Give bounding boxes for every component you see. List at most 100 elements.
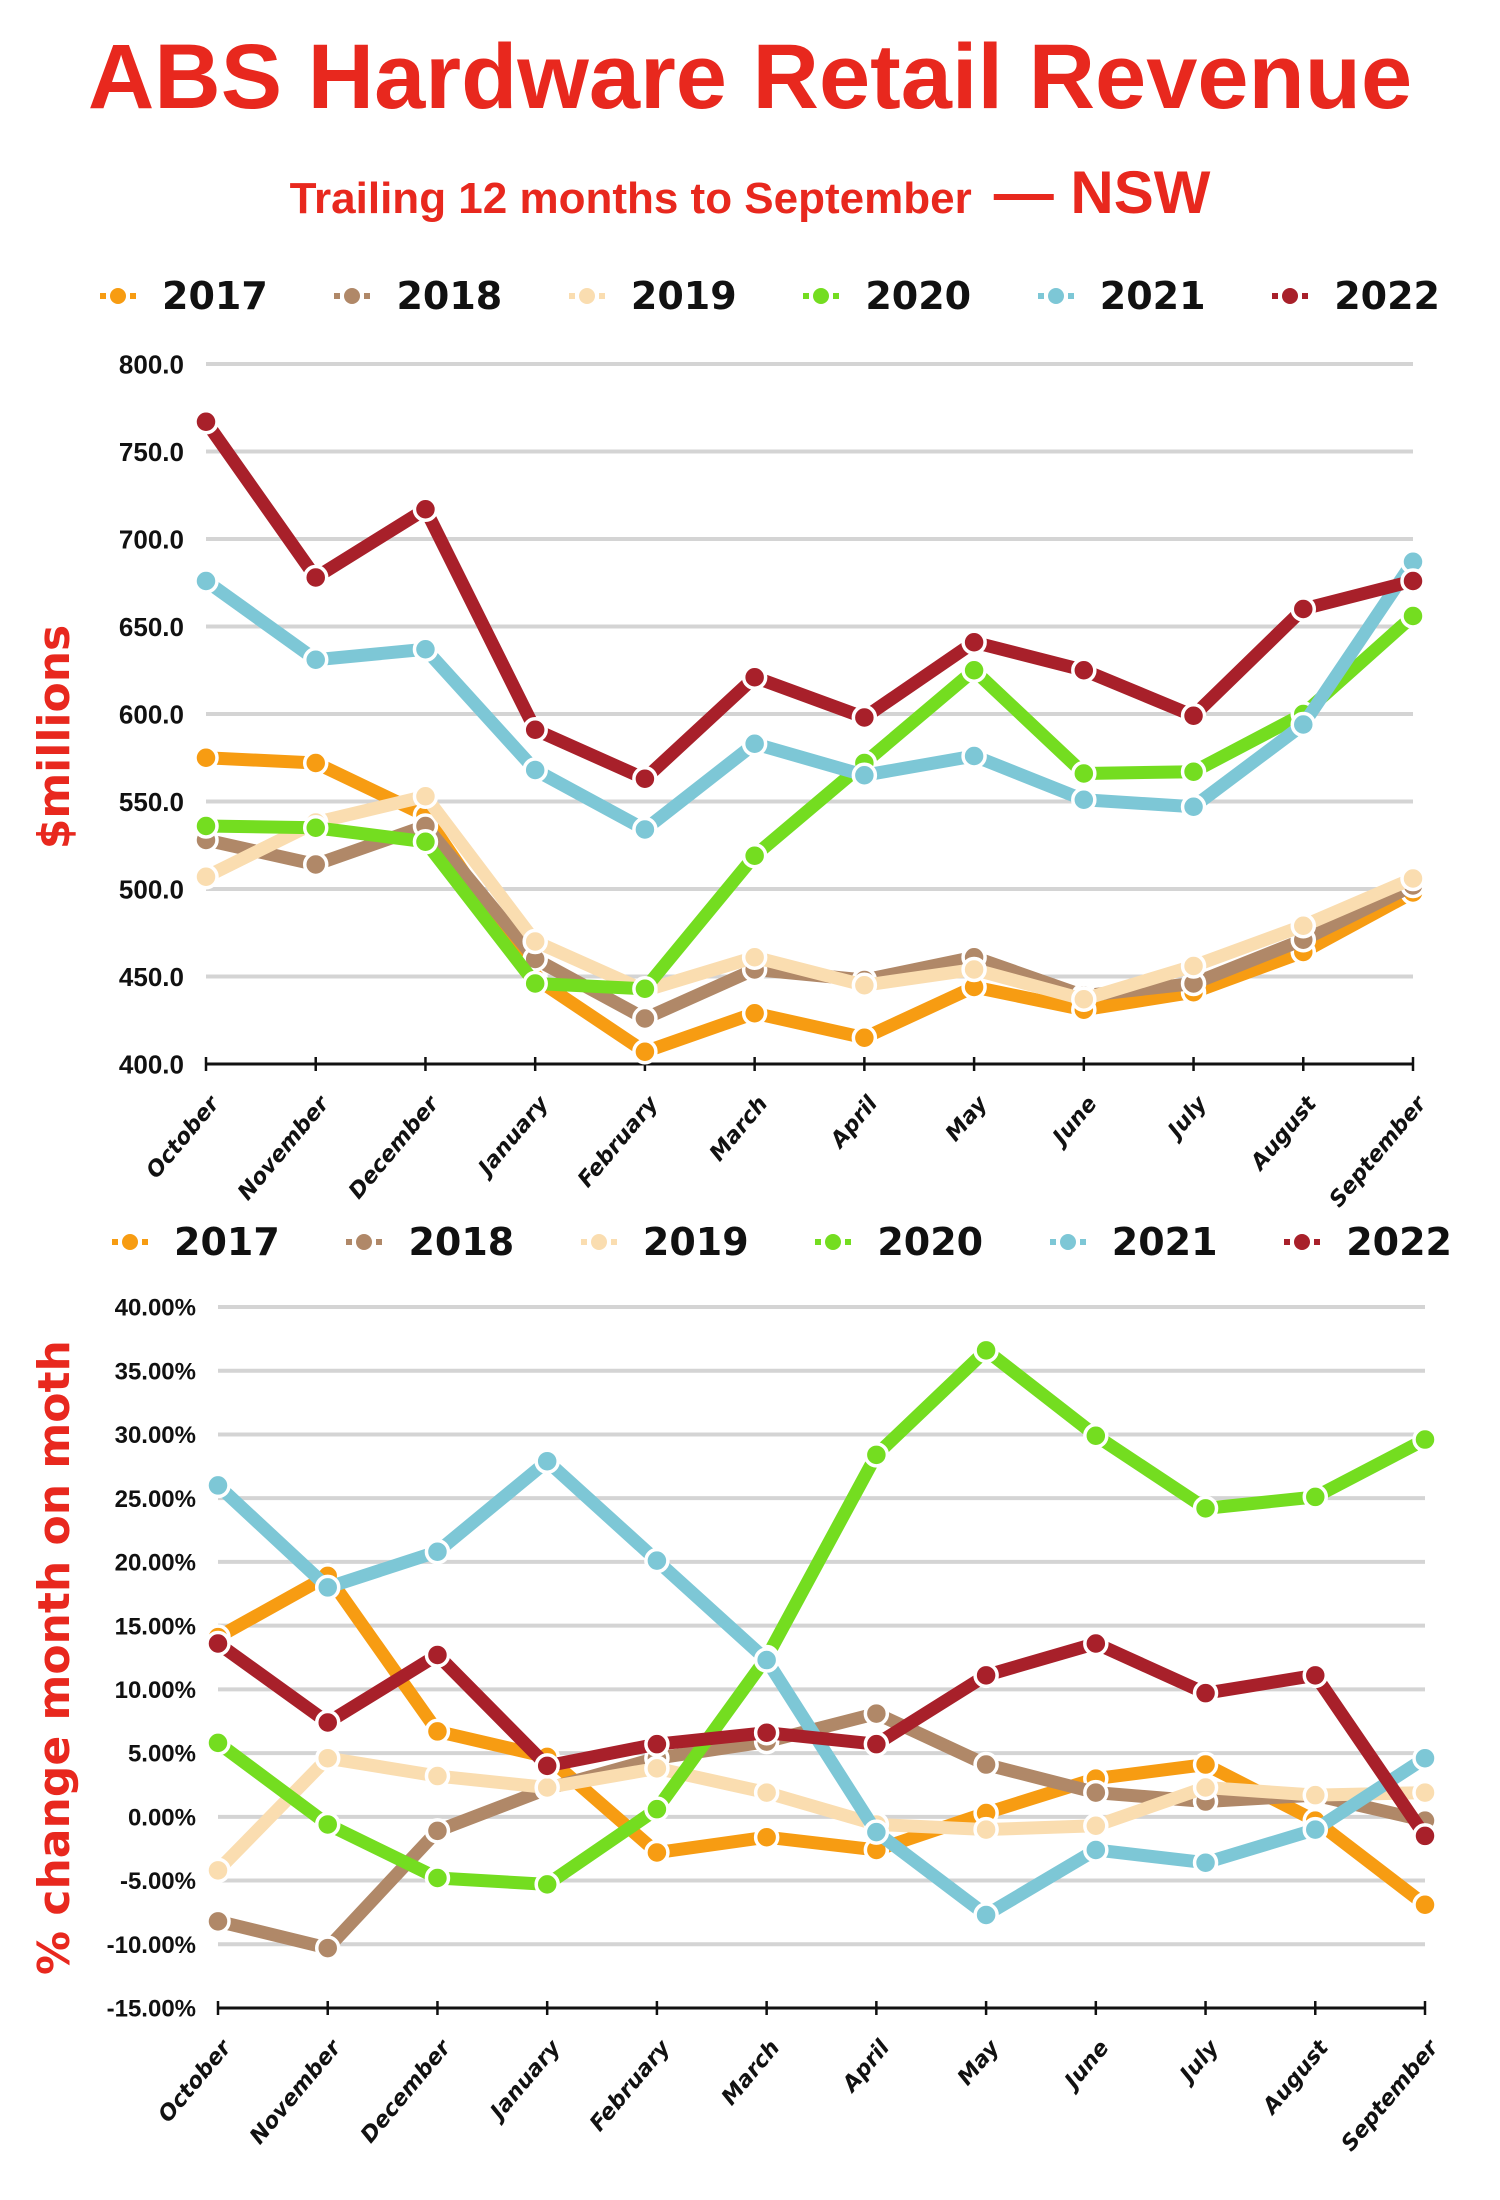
data-point-2022	[1302, 1662, 1329, 1689]
series-line-2019	[199, 789, 1420, 1006]
x-tick-label: September	[1325, 1091, 1433, 1212]
data-point-2021	[1412, 1745, 1438, 1771]
data-point-2019	[193, 864, 219, 890]
data-point-2022	[205, 1630, 231, 1657]
data-point-2018	[205, 1908, 231, 1935]
series-2021	[193, 549, 1426, 843]
legend-label: 2021	[1099, 274, 1206, 318]
legend-marker-icon	[334, 286, 371, 306]
legend-label: 2022	[1334, 274, 1440, 318]
legend-marker-icon	[1049, 1232, 1086, 1252]
data-point-2021	[314, 1574, 341, 1601]
data-point-2022	[753, 1719, 780, 1746]
data-point-2020	[205, 1730, 231, 1756]
data-point-2017	[753, 1824, 780, 1850]
x-tick-label: July	[1161, 1091, 1213, 1146]
data-point-2022	[1083, 1630, 1109, 1657]
x-tick-label: January	[471, 1091, 554, 1184]
x-tick-label: March	[717, 2036, 785, 2111]
data-point-2019	[753, 1779, 780, 1806]
legend-item-2017: 2017	[112, 1220, 280, 1264]
y-tick-label: 500.0	[119, 874, 184, 904]
data-point-2021	[1180, 794, 1207, 820]
data-point-2017	[741, 1000, 768, 1026]
y-tick-label: 600.0	[119, 699, 184, 729]
legend-marker-icon	[346, 1232, 383, 1252]
y-tick-label: 400.0	[119, 1049, 184, 1079]
legend-marker-icon	[803, 286, 840, 306]
data-point-2017	[424, 1718, 451, 1745]
series-2018	[193, 813, 1426, 1032]
data-point-2018	[302, 851, 329, 878]
x-tick-label: August	[1245, 1091, 1323, 1177]
data-point-2019	[1083, 1812, 1109, 1839]
data-point-2019	[1071, 986, 1097, 1012]
x-tick-label: October	[154, 2035, 237, 2128]
data-point-2021	[193, 568, 219, 594]
data-point-2019	[851, 972, 878, 998]
data-point-2022	[1192, 1680, 1219, 1706]
x-tick-label: March	[705, 1092, 773, 1167]
series-line-2020	[211, 1343, 1432, 1891]
x-tick-label: October	[142, 1091, 225, 1184]
data-point-2021	[753, 1647, 780, 1673]
legend-label: 2018	[408, 1220, 515, 1264]
data-point-2019	[973, 1816, 999, 1843]
series-2022	[205, 1630, 1438, 1849]
data-point-2019	[1400, 865, 1426, 892]
data-point-2019	[1180, 953, 1207, 979]
y-tick-label: 15.00%	[115, 1613, 196, 1640]
data-point-2018	[424, 1818, 451, 1844]
legend-top: 2017 2018 2019 2020 2021 2022	[100, 271, 1440, 321]
data-point-2020	[1192, 1495, 1219, 1522]
data-point-2019	[741, 944, 768, 970]
y-tick-label: 40.00%	[115, 1295, 196, 1322]
series-2022	[193, 409, 1426, 792]
data-point-2021	[961, 743, 987, 769]
series-line-2020	[199, 609, 1420, 996]
y-tick-label: 700.0	[119, 524, 184, 554]
data-point-2021	[1290, 711, 1317, 738]
data-point-2017	[632, 1039, 658, 1065]
data-point-2019	[424, 1763, 451, 1789]
y-tick-label: 5.00%	[128, 1741, 196, 1768]
series-line-2018	[199, 819, 1420, 1025]
legend-label: 2019	[642, 1220, 749, 1264]
legend-marker-icon	[580, 1232, 617, 1252]
data-point-2022	[424, 1642, 451, 1668]
legend-marker-icon	[568, 286, 605, 306]
data-point-2021	[1083, 1837, 1109, 1863]
data-point-2019	[205, 1857, 231, 1884]
y-tick-label: 450.0	[119, 962, 184, 992]
data-point-2020	[741, 843, 768, 869]
data-point-2022	[851, 704, 878, 731]
y-axis-title-revenue: $millions	[29, 624, 80, 850]
data-point-2020	[973, 1337, 999, 1364]
series-line-2022	[211, 1636, 1432, 1843]
data-point-2022	[314, 1709, 341, 1736]
data-point-2022	[644, 1731, 670, 1757]
x-tick-label: September	[1337, 2035, 1445, 2156]
data-point-2022	[973, 1662, 999, 1689]
data-point-2020	[1071, 760, 1097, 787]
y-tick-label: 10.00%	[115, 1677, 196, 1704]
data-point-2022	[741, 664, 768, 690]
y-tick-label: -15.00%	[107, 1996, 196, 2023]
x-tick-label: December	[356, 2035, 457, 2148]
revenue-line-chart: 800.0 750.0 700.0 650.0 600.0 550.0 500.0 450.0…	[119, 349, 1433, 1212]
data-point-2020	[412, 829, 439, 855]
data-point-2021	[424, 1538, 451, 1565]
data-point-2020	[1412, 1426, 1438, 1453]
legend-marker-icon	[1284, 1232, 1321, 1252]
data-point-2021	[851, 762, 878, 788]
data-point-2019	[1290, 913, 1317, 939]
x-tick-label: November	[233, 1091, 335, 1205]
legend-label: 2020	[865, 274, 972, 318]
series-line-2021	[199, 555, 1420, 836]
data-point-2022	[522, 717, 548, 743]
subtitle-period: Trailing 12 months to September	[289, 174, 972, 223]
data-point-2020	[1302, 1484, 1329, 1510]
y-tick-label: 550.0	[119, 787, 184, 817]
data-point-2021	[741, 731, 768, 757]
x-tick-label: June	[1058, 2036, 1115, 2097]
